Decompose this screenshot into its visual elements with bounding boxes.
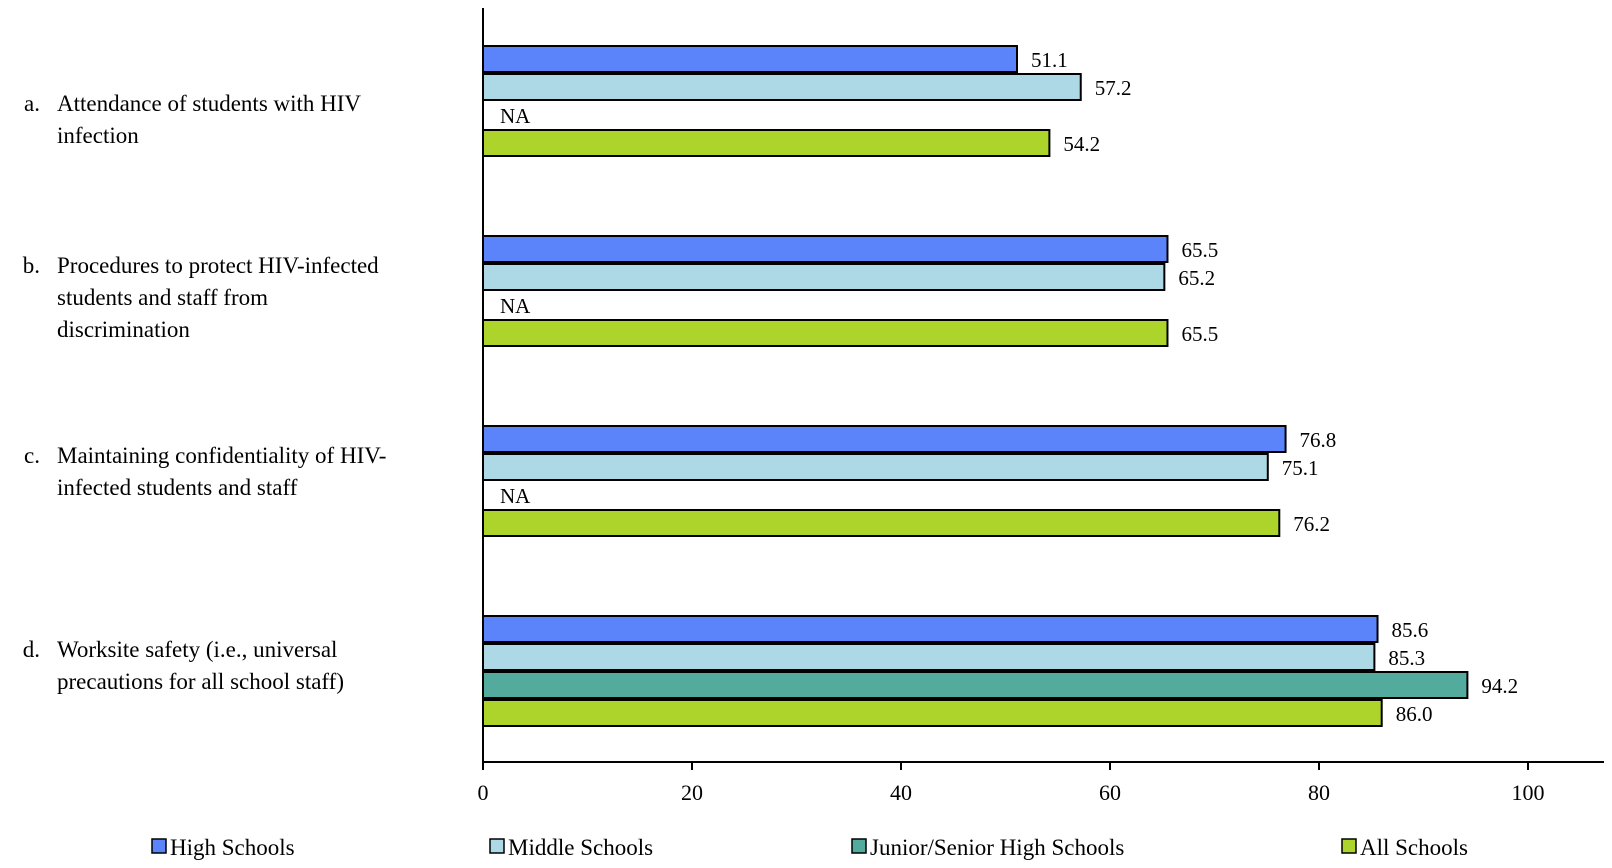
legend-label: Middle Schools [508,835,653,860]
bar [482,509,1281,537]
bar [482,453,1269,481]
category-label-line: Worksite safety (i.e., universal [57,637,337,662]
data-label: 51.1 [1031,48,1068,72]
category-label-line: precautions for all school staff) [57,669,344,694]
value-labels: 51.1 57.2 NA 54.2 65.5 65.2 NA 65.5 76.8 75.1 NA 76… [500,48,1518,726]
legend-label: Junior/Senior High Schools [870,835,1124,860]
bar [482,129,1051,157]
bar [482,671,1469,699]
data-label: 94.2 [1481,674,1518,698]
x-tick-label: 100 [1512,780,1545,805]
category-label-line: infected students and staff [57,475,298,500]
bar [482,45,1018,73]
category-label-line: discrimination [57,317,190,342]
category-label-line: students and staff from [57,285,268,310]
legend-swatch [1341,838,1357,854]
x-tick-label: 40 [890,780,912,805]
data-label-na: NA [500,484,531,508]
data-label: 85.6 [1392,618,1429,642]
legend-swatch [851,838,867,854]
legend: High Schools Middle Schools Junior/Senior … [151,835,1468,860]
bar [482,643,1376,671]
x-tick-label: 20 [681,780,703,805]
bar [482,235,1169,263]
category-label-line: Procedures to protect HIV-infected [57,253,379,278]
data-label: 57.2 [1095,76,1132,100]
legend-label: High Schools [170,835,295,860]
category-letter: c. [24,443,40,468]
category-labels: a. Attendance of students with HIV infecti… [23,91,387,694]
legend-label: All Schools [1360,835,1468,860]
data-label: 65.2 [1178,266,1215,290]
data-label: 65.5 [1181,322,1218,346]
data-label: 76.8 [1300,428,1337,452]
legend-swatch [489,838,505,854]
data-label: 75.1 [1282,456,1319,480]
x-tick-label: 60 [1099,780,1121,805]
bar [482,425,1287,453]
data-label: 86.0 [1396,702,1433,726]
data-label: 85.3 [1388,646,1425,670]
bars [482,45,1469,727]
data-label-na: NA [500,294,531,318]
bar [482,699,1383,727]
data-label: 54.2 [1063,132,1100,156]
x-tick-label: 80 [1308,780,1330,805]
bar [482,263,1166,291]
bar [482,73,1082,101]
category-label-line: Attendance of students with HIV [57,91,361,116]
data-label: 76.2 [1293,512,1330,536]
legend-swatch [151,838,167,854]
category-letter: d. [23,637,40,662]
bar [482,615,1379,643]
category-label-line: Maintaining confidentiality of HIV- [57,443,386,468]
data-label: 65.5 [1181,238,1218,262]
bar [482,319,1169,347]
category-letter: a. [24,91,40,116]
category-label-line: infection [57,123,139,148]
x-tick-label: 0 [478,780,489,805]
data-label-na: NA [500,104,531,128]
category-letter: b. [23,253,40,278]
axes: 0 20 40 60 80 100 [478,8,1604,805]
